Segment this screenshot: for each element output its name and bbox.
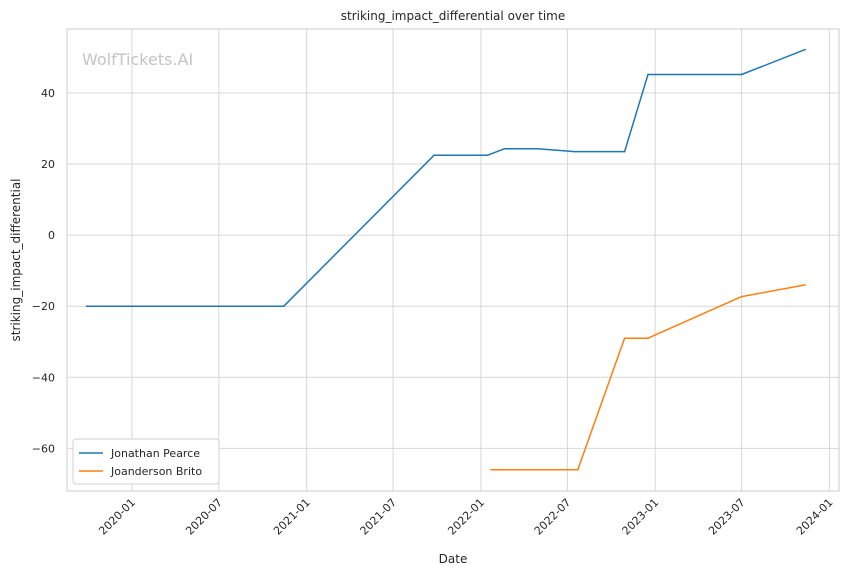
- legend: Jonathan Pearce Joanderson Brito: [72, 438, 220, 485]
- chart-title: striking_impact_differential over time: [341, 9, 566, 23]
- y-tick-label: 0: [48, 229, 55, 242]
- data-point: [490, 468, 492, 471]
- data-point: [503, 147, 506, 150]
- legend-label-joanderson-brito: Joanderson Brito: [110, 465, 202, 478]
- data-point: [486, 154, 489, 156]
- plot-frame: [66, 28, 840, 492]
- data-point: [740, 73, 743, 76]
- data-point: [85, 305, 88, 308]
- y-tick-label: 40: [41, 87, 55, 100]
- data-point: [647, 337, 649, 339]
- data-point: [577, 468, 579, 471]
- y-tick-label: −20: [32, 300, 55, 313]
- watermark-text: WolfTickets.AI: [82, 50, 193, 69]
- data-point: [282, 305, 285, 308]
- legend-label-jonathan-pearce: Jonathan Pearce: [110, 447, 200, 460]
- y-tick-label: −60: [32, 442, 55, 455]
- legend-box: [72, 438, 220, 485]
- data-point: [804, 284, 806, 286]
- data-point: [623, 337, 626, 339]
- data-point: [804, 48, 806, 51]
- y-tick-label: 20: [41, 158, 55, 171]
- data-point: [740, 295, 743, 298]
- y-axis-label: striking_impact_differential: [9, 178, 23, 341]
- y-axis-ticks: −60 −40 −20 0 20 40: [32, 87, 55, 455]
- data-point: [623, 150, 626, 153]
- series-lines: [85, 48, 806, 471]
- data-point: [573, 150, 576, 153]
- data-point: [647, 73, 649, 76]
- data-point: [536, 147, 539, 150]
- grid-lines: [67, 29, 839, 491]
- x-axis-label: Date: [439, 552, 468, 566]
- data-point: [433, 154, 435, 156]
- y-tick-label: −40: [32, 371, 55, 384]
- series-line-joanderson-brito: [491, 284, 806, 471]
